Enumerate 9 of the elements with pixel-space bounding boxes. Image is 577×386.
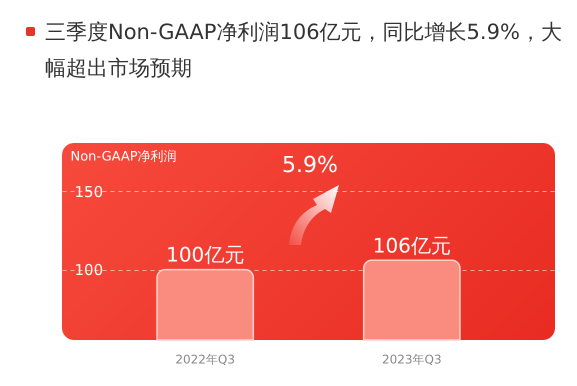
data-label: 100亿元 (166, 242, 244, 267)
y-axis-title: Non-GAAP净利润 (70, 150, 177, 164)
chart-title: 三季度Non-GAAP净利润106亿元，同比增长5.9%，大幅超出市场预期 (45, 19, 563, 82)
x-tick-label: 2022年Q3 (175, 352, 235, 366)
data-label: 106亿元 (372, 233, 451, 258)
y-tick-label: 100 (74, 261, 104, 280)
y-tick-label: 150 (74, 182, 104, 201)
annotation: 5.9% (282, 153, 338, 178)
x-tick-label: 2023年Q3 (382, 352, 442, 366)
